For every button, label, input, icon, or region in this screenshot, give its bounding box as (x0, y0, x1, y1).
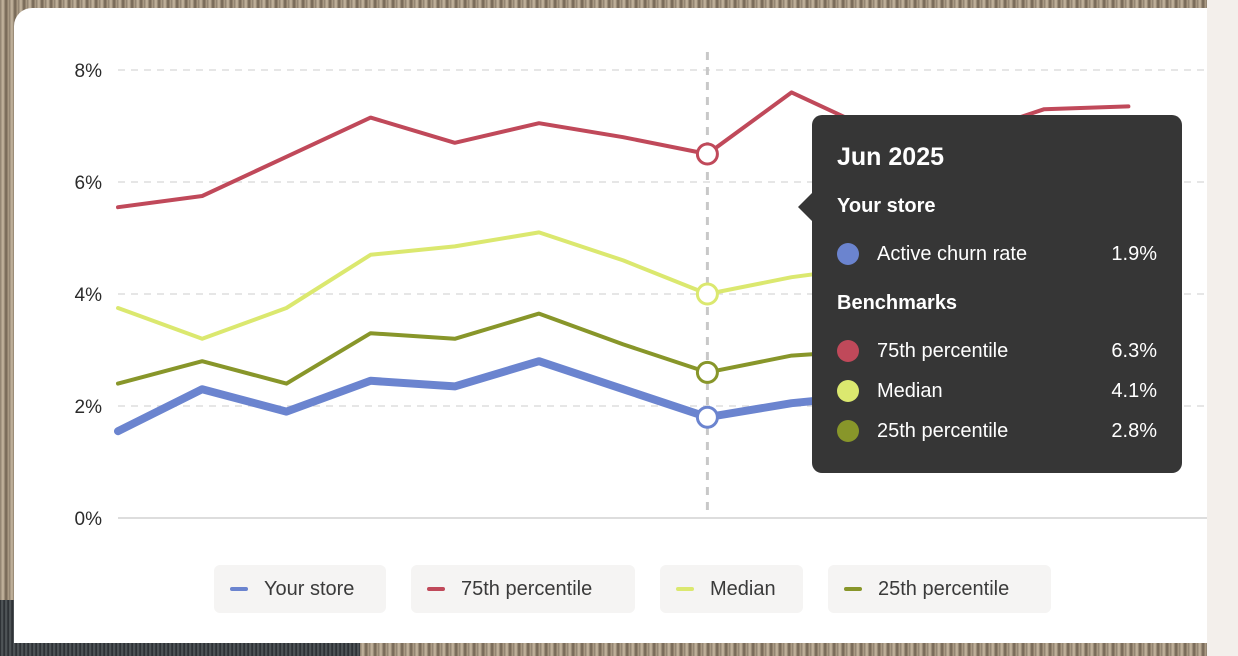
legend-item-75th-percentile[interactable]: 75th percentile (411, 565, 635, 613)
tooltip-row-75th-percentile: 75th percentile 6.3% (837, 336, 1157, 366)
tooltip-row-active-churn-rate: Active churn rate 1.9% (837, 239, 1157, 269)
legend-swatch (230, 587, 248, 591)
y-tick-label: 2% (75, 397, 103, 418)
tooltip-row-label: Active churn rate (877, 242, 1028, 265)
legend-swatch (844, 587, 862, 591)
hover-markers (695, 142, 719, 429)
tooltip-row-value: 4.1% (1111, 379, 1157, 402)
legend-label: 75th percentile (461, 577, 593, 600)
legend-item-your-store[interactable]: Your store (214, 565, 386, 613)
y-tick-label: 6% (75, 173, 103, 194)
legend-item-25th-percentile[interactable]: 25th percentile (828, 565, 1051, 613)
legend-swatch (427, 587, 445, 591)
hover-marker-median (695, 282, 719, 306)
legend-item-median[interactable]: Median (660, 565, 803, 613)
series-dot-icon (837, 340, 859, 362)
y-axis-ticks: 0% 2% 4% 6% 8% (75, 61, 103, 530)
y-tick-label: 8% (75, 61, 103, 82)
y-tick-label: 4% (75, 285, 103, 306)
tooltip-row-value: 2.8% (1111, 419, 1157, 442)
hover-marker-p25 (695, 360, 719, 384)
legend-label: 25th percentile (878, 577, 1010, 600)
grid-lines (118, 69, 1207, 519)
chart-tooltip: Jun 2025 Your store Active churn rate 1.… (798, 115, 1182, 473)
legend-label: Median (710, 577, 776, 600)
tooltip-title: Jun 2025 (837, 143, 945, 171)
y-tick-label: 0% (75, 509, 103, 530)
hover-marker-p75 (695, 142, 719, 166)
tooltip-row-median: Median 4.1% (837, 376, 1157, 406)
tooltip-section-your-store: Your store (837, 195, 936, 217)
series-dot-icon (837, 243, 859, 265)
series-dot-icon (837, 380, 859, 402)
series-dot-icon (837, 420, 859, 442)
tooltip-row-value: 1.9% (1111, 242, 1157, 265)
chart-legend: Your store 75th percentile Median 25th p… (14, 565, 1207, 613)
background-right-panel (1207, 0, 1238, 656)
tooltip-row-label: Median (877, 379, 943, 402)
hover-marker-your-store (695, 405, 719, 429)
tooltip-row-25th-percentile: 25th percentile 2.8% (837, 416, 1157, 446)
legend-label: Your store (264, 577, 355, 600)
tooltip-row-value: 6.3% (1111, 339, 1157, 362)
legend-swatch (676, 587, 694, 591)
tooltip-row-label: 75th percentile (877, 339, 1009, 362)
tooltip-arrow (798, 193, 812, 221)
tooltip-section-benchmarks: Benchmarks (837, 292, 958, 314)
tooltip-row-label: 25th percentile (877, 419, 1009, 442)
